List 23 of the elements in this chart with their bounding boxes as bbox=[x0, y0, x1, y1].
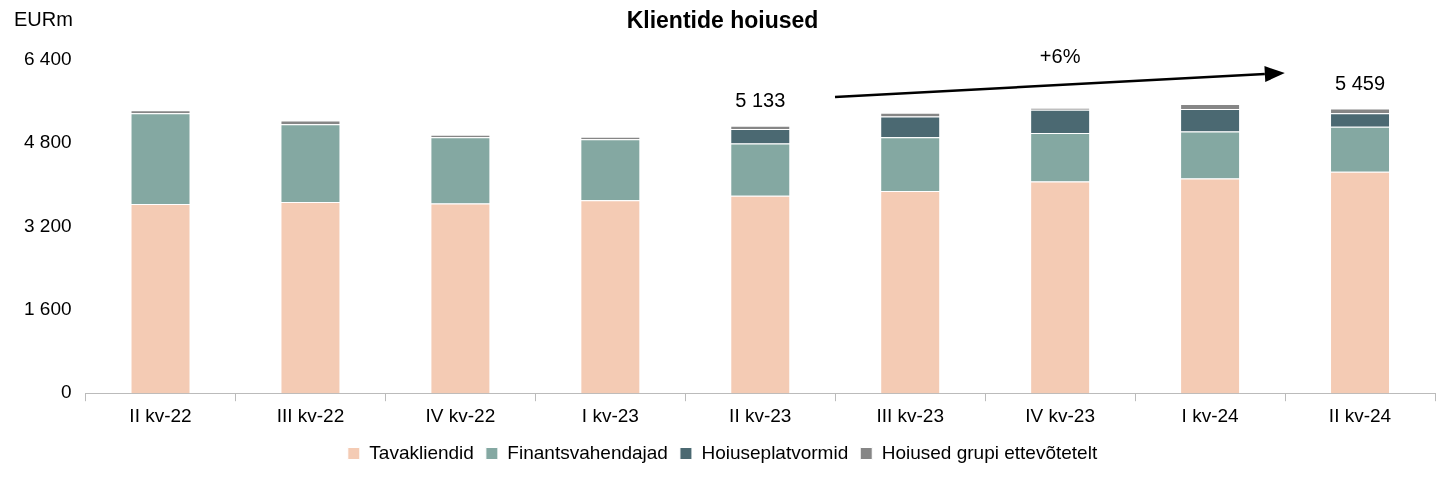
x-tick-label: II kv-23 bbox=[729, 404, 792, 426]
x-tick-label: IV kv-23 bbox=[1025, 404, 1095, 426]
x-tick-label: I kv-24 bbox=[1181, 404, 1240, 426]
x-tick-label: III kv-23 bbox=[876, 404, 944, 426]
legend-label: Tavakliendid bbox=[369, 441, 474, 463]
y-axis-title: EURm bbox=[14, 7, 73, 30]
legend-label: Finantsvahendajad bbox=[507, 441, 668, 463]
x-tick-label: III kv-22 bbox=[276, 404, 345, 426]
x-tick-label: I kv-23 bbox=[581, 404, 639, 426]
x-tick-label: II kv-22 bbox=[129, 404, 192, 426]
annotation: +6% bbox=[1039, 45, 1081, 68]
annotation: 5 459 bbox=[1335, 72, 1386, 95]
y-tick-label: 4 800 bbox=[24, 131, 72, 153]
chart-title: Klientide hoiused bbox=[626, 7, 819, 34]
legend-label: Hoiused grupi ettevõtetelt bbox=[881, 441, 1098, 463]
y-tick-label: 1 600 bbox=[24, 298, 72, 320]
annotation: 5 133 bbox=[735, 89, 786, 112]
y-tick-label: 3 200 bbox=[24, 214, 72, 236]
y-tick-label: 6 400 bbox=[24, 47, 72, 69]
legend-label: Hoiuseplatvormid bbox=[701, 441, 849, 463]
x-tick-label: IV kv-22 bbox=[425, 404, 496, 426]
y-tick-label: 0 bbox=[60, 381, 72, 403]
x-tick-label: II kv-24 bbox=[1328, 404, 1392, 426]
